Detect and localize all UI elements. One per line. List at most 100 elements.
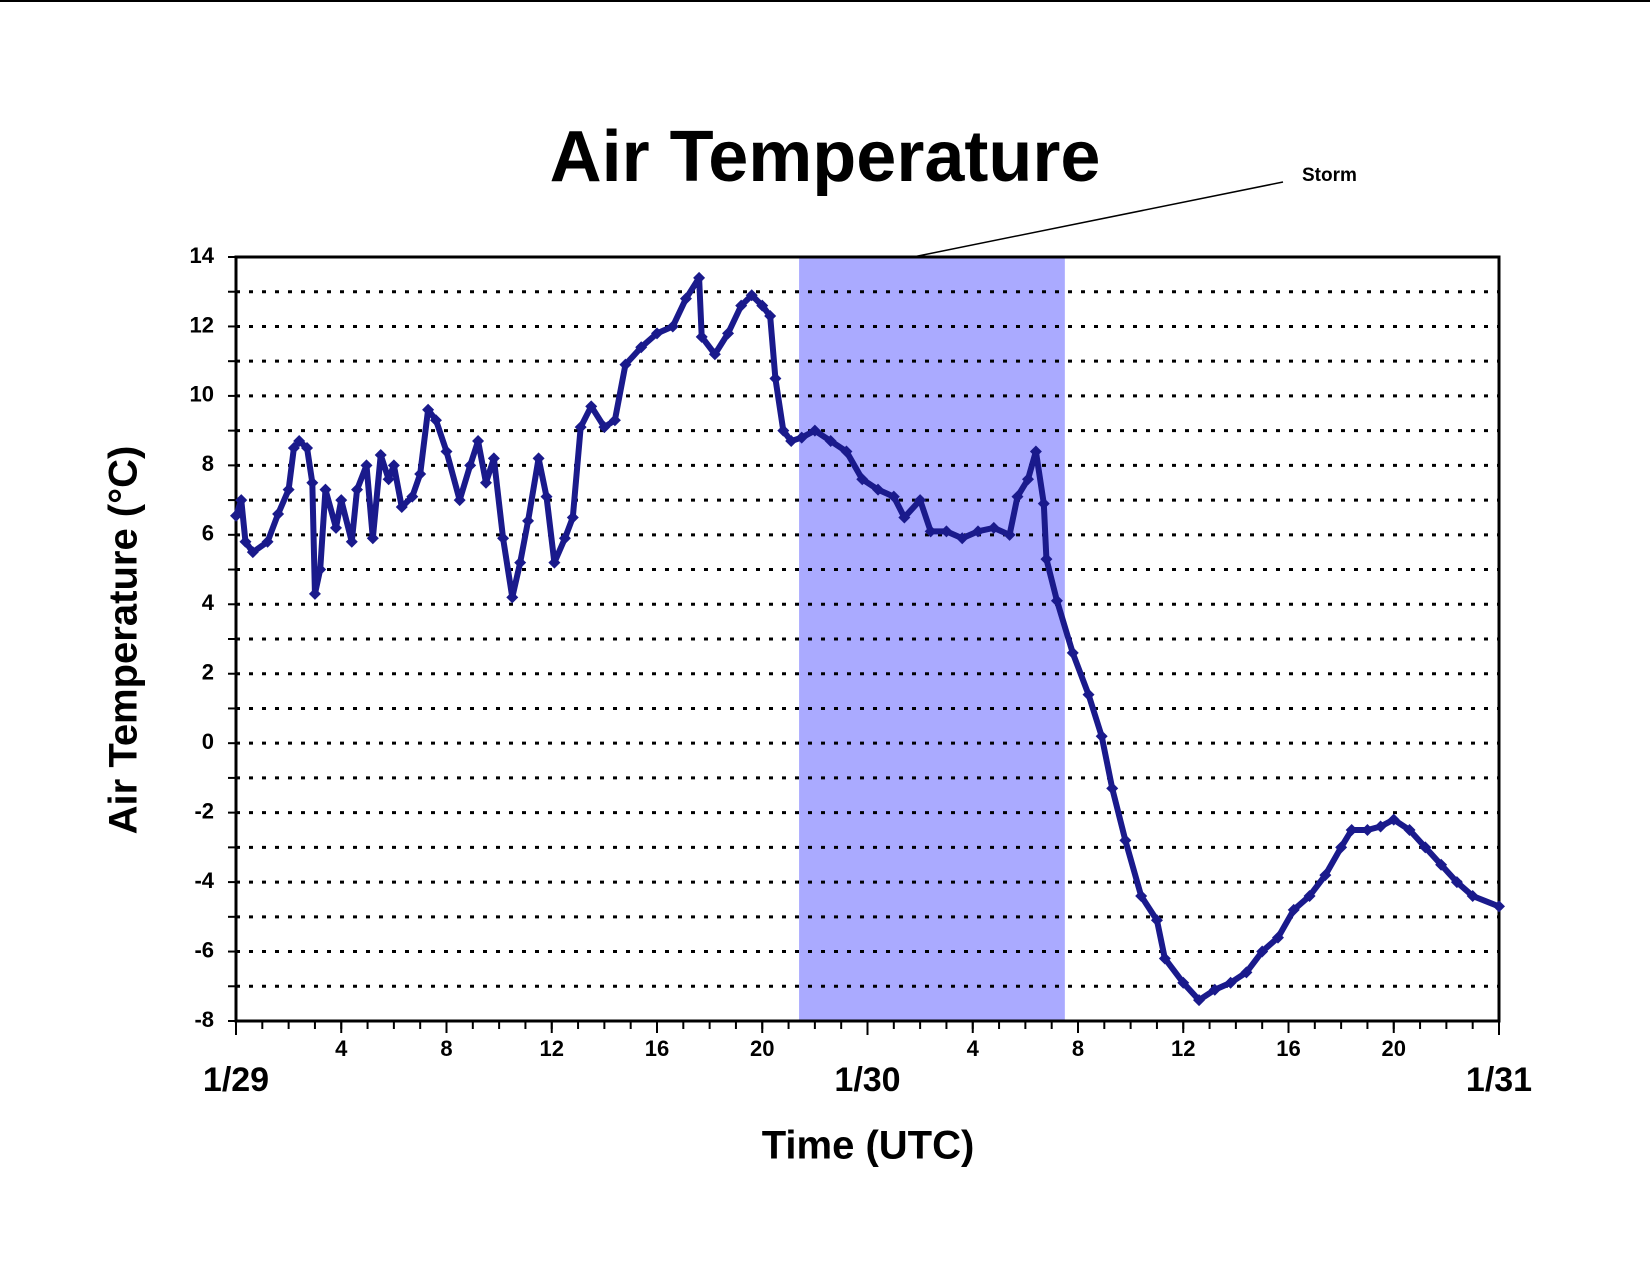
data-point	[795, 431, 808, 444]
data-point	[351, 483, 364, 496]
data-point	[972, 525, 985, 538]
data-point	[574, 421, 587, 434]
plot-frame	[234, 255, 1501, 1023]
y-tick-label: -4	[194, 868, 214, 893]
x-tick-label: 12	[1171, 1036, 1195, 1061]
x-tick-label: 20	[750, 1036, 774, 1061]
data-point	[1345, 824, 1358, 836]
data-point	[666, 320, 679, 333]
data-point	[1011, 490, 1024, 503]
data-point	[514, 556, 527, 569]
data-point	[956, 532, 969, 545]
x-tick-label: 8	[1072, 1036, 1084, 1061]
data-point	[1022, 473, 1035, 486]
data-point	[1419, 841, 1432, 854]
data-point	[261, 535, 274, 548]
data-point	[1435, 858, 1448, 871]
data-point	[282, 483, 295, 496]
data-point	[1050, 594, 1063, 607]
data-point	[360, 459, 373, 472]
data-point	[374, 448, 387, 461]
data-point	[387, 459, 400, 472]
data-point	[987, 521, 1000, 534]
data-point	[872, 483, 885, 496]
data-point	[406, 490, 419, 503]
data-point	[840, 445, 853, 458]
data-point	[366, 532, 379, 545]
data-point	[301, 442, 314, 454]
data-point	[1335, 841, 1348, 854]
data-point	[1387, 813, 1400, 826]
y-tick-label: 14	[190, 243, 215, 268]
data-point	[1066, 646, 1079, 659]
y-tick-label: -8	[194, 1007, 214, 1032]
data-point	[1271, 931, 1284, 944]
data-point	[1119, 834, 1132, 847]
data-point	[924, 525, 937, 538]
chart-title: Air Temperature	[550, 117, 1101, 197]
data-point	[1193, 994, 1206, 1007]
data-point	[532, 452, 545, 465]
y-tick-label: -6	[194, 937, 214, 962]
data-point	[1040, 553, 1053, 566]
x-tick-label: 12	[540, 1036, 564, 1061]
data-point	[1135, 889, 1148, 902]
data-point	[382, 473, 395, 486]
data-point	[395, 501, 408, 514]
data-point	[764, 310, 777, 323]
data-point	[558, 532, 571, 545]
y-tick-label: 0	[202, 729, 214, 754]
x-tick-label: 4	[967, 1036, 980, 1061]
data-point	[1319, 869, 1332, 882]
data-point	[898, 511, 911, 524]
data-point	[230, 509, 242, 522]
data-point	[1374, 820, 1387, 833]
data-point	[887, 490, 900, 503]
x-date-label: 1/31	[1466, 1061, 1532, 1099]
data-point	[246, 546, 259, 559]
data-point	[940, 525, 953, 538]
x-tick-label: 20	[1382, 1036, 1406, 1061]
data-point	[598, 421, 611, 434]
data-point	[824, 435, 837, 448]
data-point	[1256, 945, 1269, 958]
data-point	[856, 473, 869, 486]
data-point	[345, 535, 358, 548]
data-point	[745, 289, 758, 302]
data-point	[708, 348, 721, 361]
data-point	[1095, 730, 1108, 743]
data-point	[1150, 914, 1163, 927]
data-point	[635, 341, 648, 354]
data-point	[608, 414, 621, 427]
data-point	[487, 452, 500, 465]
data-point	[287, 442, 300, 454]
annotation: Storm	[1302, 165, 1357, 186]
data-point	[735, 299, 748, 312]
data-point	[1287, 903, 1300, 916]
data-point	[497, 532, 510, 545]
data-point	[695, 330, 708, 343]
data-point	[1303, 889, 1316, 902]
y-tick-label: 12	[190, 312, 214, 337]
data-point	[914, 494, 927, 507]
data-point	[785, 435, 798, 448]
data-point	[272, 507, 285, 520]
x-date-label: 1/29	[203, 1061, 269, 1099]
data-point	[777, 424, 790, 437]
data-point	[808, 424, 821, 437]
y-tick-label: 6	[202, 521, 214, 546]
data-point	[319, 483, 332, 496]
data-point	[1240, 966, 1253, 979]
data-point	[1029, 445, 1042, 458]
data-point	[329, 521, 342, 534]
data-point	[414, 468, 427, 481]
data-point	[1466, 889, 1479, 902]
data-point	[306, 476, 319, 489]
data-point	[522, 514, 535, 527]
data-point	[239, 535, 252, 548]
data-point	[1208, 983, 1221, 996]
storm-region	[799, 257, 1065, 1021]
y-tick-label: 4	[202, 590, 215, 615]
data-point	[1003, 528, 1016, 541]
